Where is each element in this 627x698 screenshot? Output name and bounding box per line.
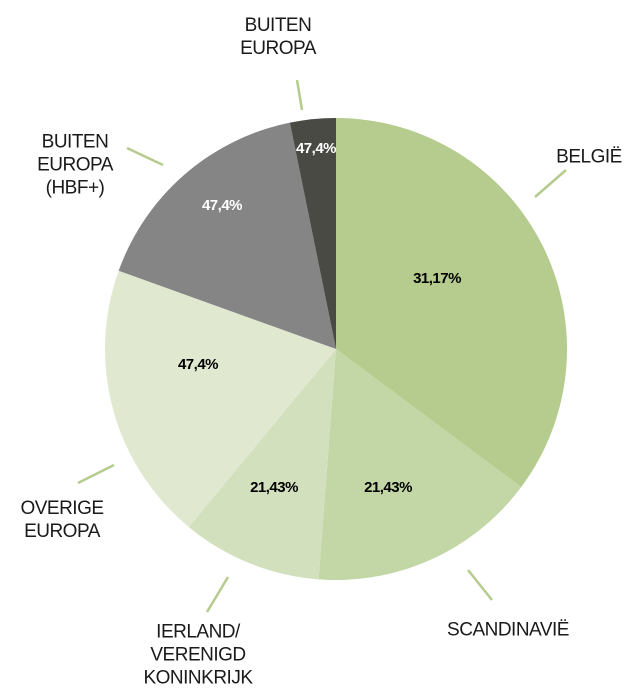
slice-label: 21,43%	[250, 479, 298, 496]
pie-slice	[289, 118, 336, 349]
pie-slice	[105, 270, 336, 527]
category-label: BUITEN EUROPA (HBF+)	[37, 131, 113, 199]
pie-slice	[318, 349, 522, 580]
category-label: BUITEN EUROPA	[240, 15, 316, 59]
slice-label: 47,4%	[202, 197, 242, 214]
slice-label: 21,43%	[364, 479, 412, 496]
pie-slice	[118, 122, 336, 350]
category-label: OVERIGE EUROPA	[20, 498, 104, 542]
category-label: IERLAND/ VERENIGD KONINKRIJK	[143, 621, 253, 689]
category-label: BELGIË	[556, 146, 622, 168]
slice-label: 47,4%	[178, 356, 218, 373]
leader-line	[295, 79, 304, 111]
slice-label: 31,17%	[413, 270, 461, 287]
leader-line	[534, 169, 567, 198]
category-label: SCANDINAVIË	[447, 619, 569, 641]
slice-label: 47,4%	[296, 140, 336, 157]
leader-line	[77, 463, 115, 485]
leader-line	[205, 576, 230, 613]
pie-slice	[188, 349, 336, 580]
leader-line	[467, 569, 493, 601]
leader-line	[126, 146, 164, 167]
pie-slice	[336, 118, 567, 488]
